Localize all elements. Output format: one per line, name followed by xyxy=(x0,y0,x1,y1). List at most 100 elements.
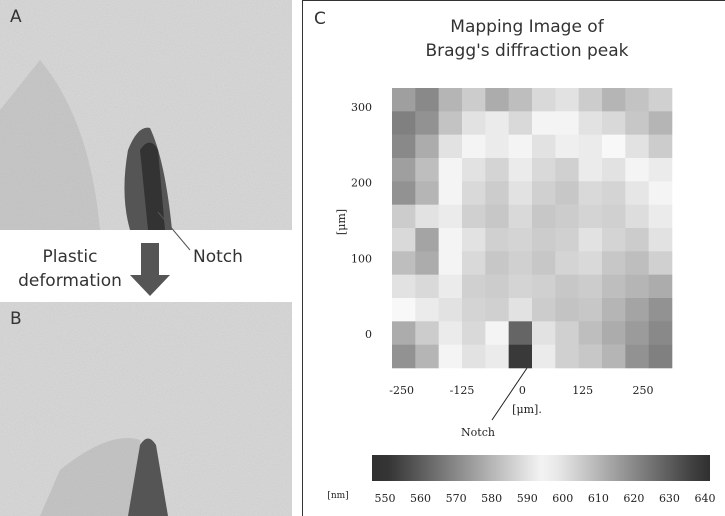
heatmap-cell xyxy=(415,88,439,112)
heatmap-cell xyxy=(439,158,463,182)
heatmap-cell xyxy=(625,158,649,182)
heatmap-cell xyxy=(439,111,463,135)
heatmap-cell xyxy=(439,298,463,322)
heatmap-cell xyxy=(649,298,673,322)
heatmap-cell xyxy=(625,298,649,322)
heatmap-cell xyxy=(602,275,626,299)
heatmap-cell xyxy=(602,181,626,205)
heatmap-cell xyxy=(649,158,673,182)
heatmap-cell xyxy=(485,181,509,205)
heatmap-cell xyxy=(415,228,439,252)
heatmap-cell xyxy=(392,111,416,135)
colorbar-tick-label: 630 xyxy=(659,492,680,505)
heatmap-cell xyxy=(485,88,509,112)
heatmap-cell xyxy=(509,321,533,345)
y-tick-label: 200 xyxy=(351,177,372,190)
panel-a-image xyxy=(0,0,292,230)
heatmap-cell xyxy=(649,321,673,345)
heatmap-cell xyxy=(462,88,486,112)
heatmap-cell xyxy=(509,298,533,322)
heatmap-cell xyxy=(462,158,486,182)
heatmap-cell xyxy=(625,111,649,135)
heatmap-cell xyxy=(439,345,463,369)
y-tick-label: 0 xyxy=(365,328,372,341)
heatmap-cell xyxy=(439,321,463,345)
heatmap-cell xyxy=(485,135,509,159)
heatmap-cell xyxy=(602,158,626,182)
heatmap-cell xyxy=(509,275,533,299)
heatmap-cell xyxy=(625,321,649,345)
heatmap-cell xyxy=(485,228,509,252)
heatmap-cell xyxy=(462,205,486,229)
heatmap-cell xyxy=(532,111,556,135)
heatmap-cell xyxy=(555,111,579,135)
heatmap-cell xyxy=(602,88,626,112)
arrow-label: deformation xyxy=(18,271,122,291)
heatmap-cell xyxy=(532,205,556,229)
heatmap-cell xyxy=(625,251,649,275)
heatmap-cell xyxy=(602,345,626,369)
heatmap-cell xyxy=(579,111,603,135)
y-tick-label: 300 xyxy=(351,101,372,114)
heatmap-cell xyxy=(392,251,416,275)
heatmap-cell xyxy=(532,158,556,182)
annotation: Notch xyxy=(461,426,495,439)
x-tick-label: 250 xyxy=(633,384,654,397)
heatmap-cell xyxy=(392,158,416,182)
heatmap-cell xyxy=(579,345,603,369)
heatmap-cell xyxy=(392,135,416,159)
heatmap-cell xyxy=(462,275,486,299)
heatmap-cell xyxy=(555,298,579,322)
heatmap-cell xyxy=(485,111,509,135)
heatmap-cell xyxy=(509,345,533,369)
figure: A Plastic deformation Notch B C Mapping … xyxy=(0,0,725,516)
heatmap-cell xyxy=(392,228,416,252)
heatmap-cell xyxy=(579,181,603,205)
heatmap-cell xyxy=(555,345,579,369)
heatmap-cell xyxy=(509,88,533,112)
y-axis-label: [μm] xyxy=(335,209,348,235)
colorbar-tick-label: 550 xyxy=(375,492,396,505)
heatmap-cell xyxy=(439,205,463,229)
heatmap-cell xyxy=(439,181,463,205)
heatmap-cell xyxy=(579,228,603,252)
heatmap-cell xyxy=(579,135,603,159)
heatmap-cell xyxy=(649,88,673,112)
heatmap-cell xyxy=(509,135,533,159)
heatmap-cell xyxy=(579,88,603,112)
colorbar-tick-label: 590 xyxy=(517,492,538,505)
heatmap-cell xyxy=(649,228,673,252)
heatmap-cell xyxy=(485,298,509,322)
heatmap-cell xyxy=(649,275,673,299)
heatmap-cell xyxy=(555,251,579,275)
panel-label: A xyxy=(10,7,22,27)
heatmap-cell xyxy=(509,251,533,275)
colorbar-tick-label: 580 xyxy=(481,492,502,505)
heatmap-cell xyxy=(509,181,533,205)
heatmap-cell xyxy=(415,298,439,322)
heatmap-cell xyxy=(532,298,556,322)
x-tick-label: -125 xyxy=(450,384,475,397)
arrow xyxy=(130,243,170,296)
heatmap-cell xyxy=(485,345,509,369)
heatmap-cell xyxy=(509,158,533,182)
heatmap-cell xyxy=(415,321,439,345)
heatmap-cell xyxy=(392,298,416,322)
heatmap-cell xyxy=(462,321,486,345)
heatmap-cell xyxy=(415,158,439,182)
panel-label: C xyxy=(314,9,326,29)
y-tick-label: 100 xyxy=(351,252,372,265)
chart-title: Bragg's diffraction peak xyxy=(425,41,628,61)
heatmap-cell xyxy=(392,345,416,369)
heatmap-cell xyxy=(462,251,486,275)
heatmap-cell xyxy=(462,181,486,205)
heatmap-cell xyxy=(485,205,509,229)
heatmap-cell xyxy=(649,111,673,135)
heatmap-cell xyxy=(602,205,626,229)
colorbar xyxy=(372,455,710,481)
arrow-label: Plastic xyxy=(43,247,98,267)
heatmap-cell xyxy=(532,275,556,299)
heatmap: -250-12501252500100200300 xyxy=(351,88,672,397)
heatmap-cell xyxy=(532,181,556,205)
colorbar-tick-label: 560 xyxy=(410,492,431,505)
